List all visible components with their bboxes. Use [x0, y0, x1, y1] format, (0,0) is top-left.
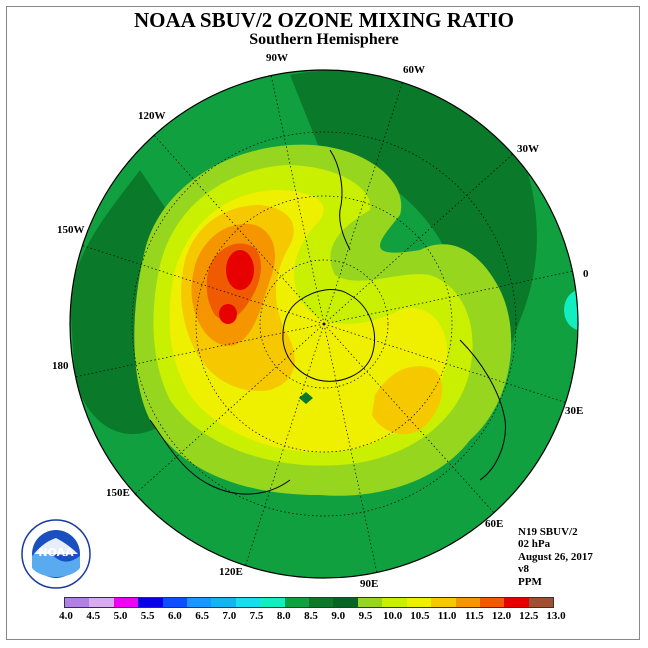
meridian-line [323, 269, 578, 325]
colorbar-tick-label: 10.0 [383, 610, 403, 622]
colorbar-tick-label: 12.5 [519, 610, 539, 622]
meridian-line [149, 130, 325, 325]
longitude-label-120w: 120W [138, 110, 166, 122]
longitude-label-90w: 90W [266, 52, 288, 64]
colorbar-tick-label: 7.0 [222, 610, 237, 622]
colorbar-swatch [235, 598, 261, 607]
colorbar-tick-label: 6.0 [168, 610, 182, 622]
colorbar-swatch [504, 598, 529, 607]
info-date: August 26, 2017 [518, 550, 593, 563]
meridian-line [323, 323, 379, 578]
longitude-label-150e: 150E [106, 487, 130, 499]
noaa-logo: NOAA [21, 519, 91, 589]
noaa-logo-text: NOAA [38, 546, 74, 559]
ozone-band-12-5-b [219, 304, 237, 324]
longitude-label-30w: 30W [517, 143, 539, 155]
longitude-label-150w: 150W [57, 224, 85, 236]
colorbar-tick-label: 4.5 [86, 610, 101, 622]
longitude-label-90e: 90E [360, 578, 379, 590]
colorbar-tick-label: 9.5 [358, 610, 373, 622]
colorbar-tick-label: 7.5 [249, 610, 264, 622]
colorbar-swatch [357, 598, 383, 607]
colorbar-swatch [333, 598, 358, 607]
colorbar-tick-label: 11.0 [437, 610, 457, 622]
colorbar-tick-label: 11.5 [465, 610, 484, 622]
colorbar-tick-label: 10.5 [410, 610, 430, 622]
colorbar-swatch [528, 598, 554, 607]
colorbar-swatch [382, 598, 407, 607]
colorbar-swatch [309, 598, 334, 607]
info-version: v8 [518, 563, 529, 576]
latitude-circle [259, 259, 389, 389]
colorbar-swatch [162, 598, 188, 607]
colorbar-swatch [284, 598, 310, 607]
longitude-label-60w: 60W [403, 64, 425, 76]
map-title: NOAA SBUV/2 OZONE MIXING RATIO [134, 8, 514, 32]
meridian-line [269, 70, 325, 325]
meridian-line [323, 323, 499, 518]
ozone-band-11-0-east [372, 366, 443, 435]
colorbar-swatch [187, 598, 212, 607]
colorbar-tick-label: 5.5 [140, 610, 155, 622]
colorbar-tick-label: 8.0 [276, 610, 291, 622]
meridian-line [323, 76, 405, 325]
ozone-band-12-5-a [226, 250, 254, 290]
colorbar-swatch [113, 598, 139, 607]
info-satellite: N19 SBUV/2 [518, 526, 578, 538]
colorbar-swatch [260, 598, 285, 607]
meridian-lines [70, 70, 578, 578]
map-boundary [69, 69, 579, 579]
ozone-band-8-0 [564, 290, 578, 330]
info-units: PPM [518, 575, 542, 588]
colorbar-swatch [455, 598, 480, 607]
longitude-label-120e: 120E [219, 566, 243, 578]
coastline-australia [149, 419, 291, 495]
meridian-line [130, 323, 325, 499]
colorbar-tick-label: 13.0 [546, 610, 566, 622]
meridian-line [243, 323, 325, 572]
colorbar-swatch [138, 598, 163, 607]
colorbar-swatch [89, 598, 114, 607]
colorbar-tick-label: 9.0 [331, 610, 346, 622]
colorbar-tick-label: 6.5 [195, 610, 209, 622]
meridian-line [323, 323, 572, 405]
colorbar-tick-label: 12.0 [491, 610, 512, 622]
colorbar-swatch [479, 598, 505, 607]
coastline-africa [459, 339, 506, 481]
longitude-label-0: 0 [583, 268, 589, 280]
colorbar-swatch [406, 598, 432, 607]
colorbar-tick-label: 5.0 [113, 610, 128, 622]
colorbar-swatch [65, 598, 90, 607]
meridian-line [76, 243, 325, 325]
colorbar [64, 597, 554, 608]
meridian-line [70, 323, 325, 379]
coastline-south-america [329, 149, 351, 251]
info-block: N19 SBUV/2 02 hPa August 26, 2017 v8 PPM [518, 526, 593, 588]
colorbar-swatch [211, 598, 236, 607]
coastline-antarctica [282, 289, 376, 382]
longitude-label-180: 180 [52, 360, 69, 372]
latitude-circle [131, 131, 517, 517]
colorbar-tick-label: 8.5 [304, 610, 318, 622]
colorbar-swatch [431, 598, 456, 607]
map-frame [6, 6, 640, 640]
meridian-line [323, 149, 518, 325]
map-subtitle: Southern Hemisphere [249, 31, 399, 48]
ozone-band-9-0-spot [299, 392, 313, 404]
colorbar-tick-label: 4.0 [59, 610, 73, 622]
latitude-circle [195, 195, 453, 453]
longitude-label-60e: 60E [485, 518, 504, 530]
longitude-label-30e: 30E [565, 405, 584, 417]
info-level: 02 hPa [518, 538, 551, 551]
